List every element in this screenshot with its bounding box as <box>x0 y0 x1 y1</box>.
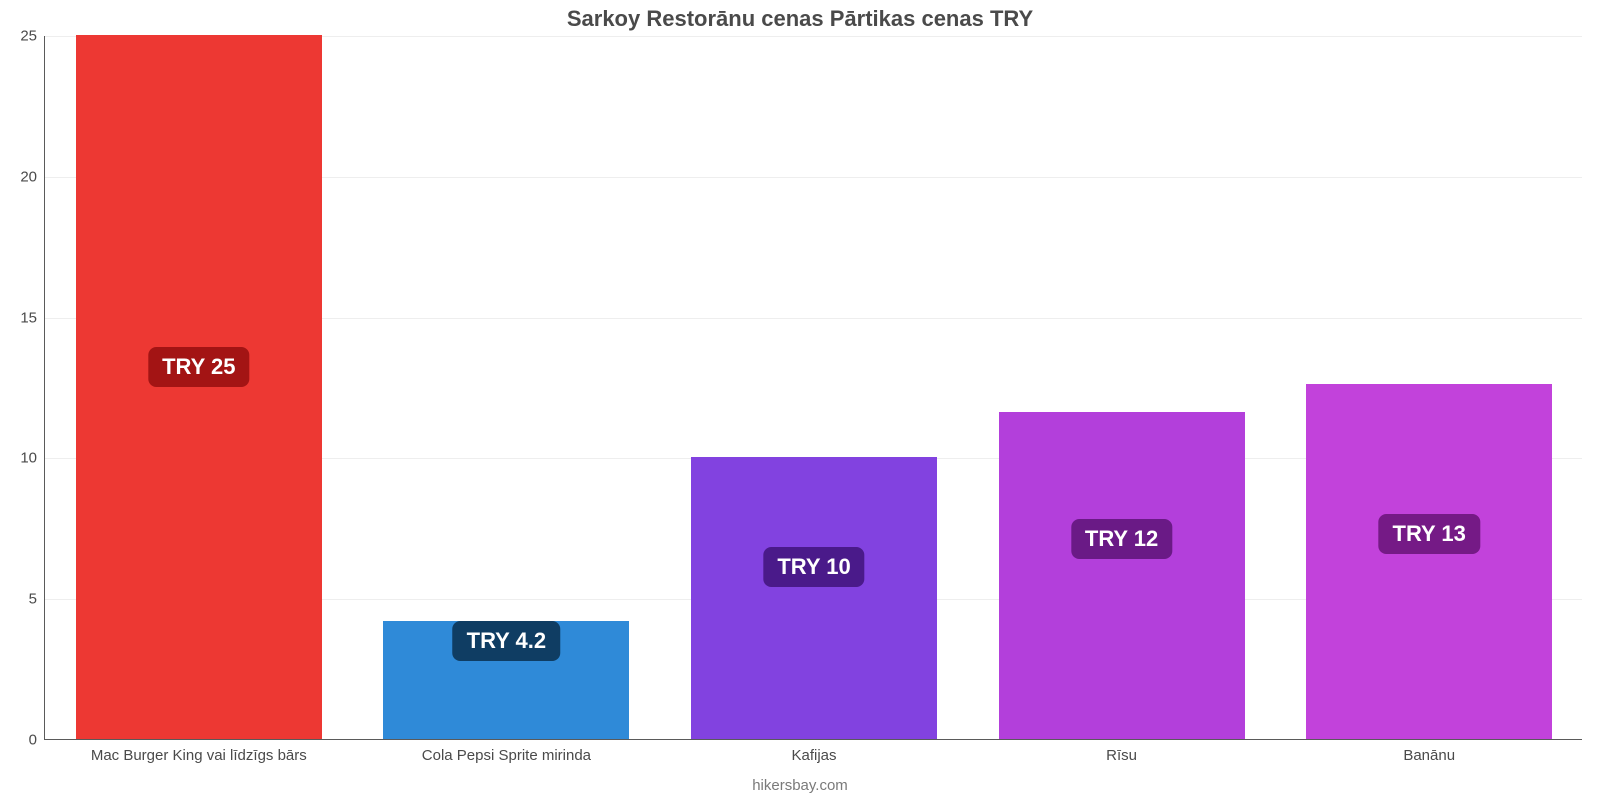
ytick-label: 5 <box>29 591 45 608</box>
bar <box>999 412 1245 739</box>
ytick-label: 25 <box>20 28 45 45</box>
bar <box>1306 384 1552 739</box>
xtick-label: Mac Burger King vai līdzīgs bārs <box>91 739 307 764</box>
chart-title: Sarkoy Restorānu cenas Pārtikas cenas TR… <box>0 6 1600 32</box>
xtick-label: Banānu <box>1403 739 1455 764</box>
ytick-label: 0 <box>29 732 45 749</box>
value-badge: TRY 12 <box>1071 519 1172 559</box>
value-badge: TRY 10 <box>763 547 864 587</box>
xtick-label: Kafijas <box>791 739 836 764</box>
xtick-label: Cola Pepsi Sprite mirinda <box>422 739 591 764</box>
xtick-label: Rīsu <box>1106 739 1137 764</box>
value-badge: TRY 25 <box>148 347 249 387</box>
plot-area: 0510152025Mac Burger King vai līdzīgs bā… <box>44 36 1582 740</box>
chart-container: Sarkoy Restorānu cenas Pārtikas cenas TR… <box>0 0 1600 800</box>
chart-footer: hikersbay.com <box>0 777 1600 794</box>
ytick-label: 15 <box>20 309 45 326</box>
ytick-label: 10 <box>20 450 45 467</box>
bar <box>691 457 937 739</box>
ytick-label: 20 <box>20 168 45 185</box>
value-badge: TRY 13 <box>1379 514 1480 554</box>
value-badge: TRY 4.2 <box>453 621 560 661</box>
